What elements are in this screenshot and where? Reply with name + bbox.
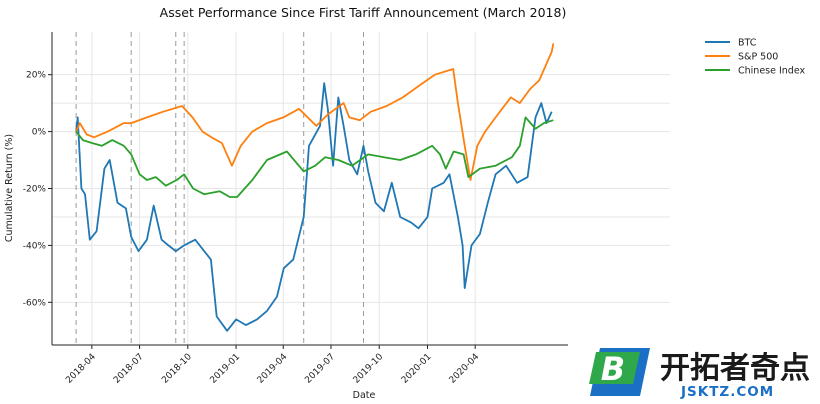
legend-label: BTC: [738, 38, 757, 49]
chart-title: Asset Performance Since First Tariff Ann…: [160, 5, 567, 20]
brand-name-cn: 开拓者奇点: [660, 351, 810, 386]
x-axis-label: Date: [353, 390, 376, 401]
legend-label: Chinese Index: [738, 66, 806, 77]
legend: BTC S&P 500 Chinese Index: [705, 38, 806, 77]
x-tick-label: 2018-04: [64, 352, 98, 386]
x-tick-label: 2019-01: [209, 352, 243, 386]
x-tick-label: 2020-04: [448, 352, 482, 386]
y-tick-label: 20%: [26, 71, 46, 81]
y-axis-label: Cumulative Return (%): [4, 134, 15, 242]
series-lines: [75, 43, 555, 332]
series-line-btc: [75, 82, 553, 332]
series-line-s-p-500: [75, 43, 555, 181]
brand-badge-letter: B: [601, 350, 625, 388]
y-tick-label: -20%: [23, 185, 47, 195]
x-tick-label: 2019-04: [256, 352, 290, 386]
x-tick-label: 2018-10: [160, 352, 194, 386]
y-axis-ticks: -60% -40% -20% 0% 20%: [23, 71, 52, 308]
series-line-chinese-index: [75, 116, 554, 198]
brand-name-en: JSKTZ.COM: [680, 384, 774, 400]
brand-badge-icon: B: [589, 348, 650, 396]
event-lines: [75, 32, 364, 345]
y-tick-label: -60%: [23, 298, 47, 308]
x-tick-label: 2018-07: [112, 352, 146, 386]
x-axis-ticks: 2018-04 2018-07 2018-10 2019-01 2019-04 2019-…: [64, 345, 481, 386]
legend-label: S&P 500: [738, 52, 778, 63]
brand-watermark: B 开拓者奇点 JSKTZ.COM: [589, 348, 810, 400]
x-tick-label: 2019-07: [303, 352, 337, 386]
y-tick-label: -40%: [23, 241, 47, 251]
grid-lines: [52, 32, 670, 345]
x-tick-label: 2019-10: [352, 352, 386, 386]
y-tick-label: 0%: [32, 128, 47, 138]
x-tick-label: 2020-01: [400, 352, 434, 386]
